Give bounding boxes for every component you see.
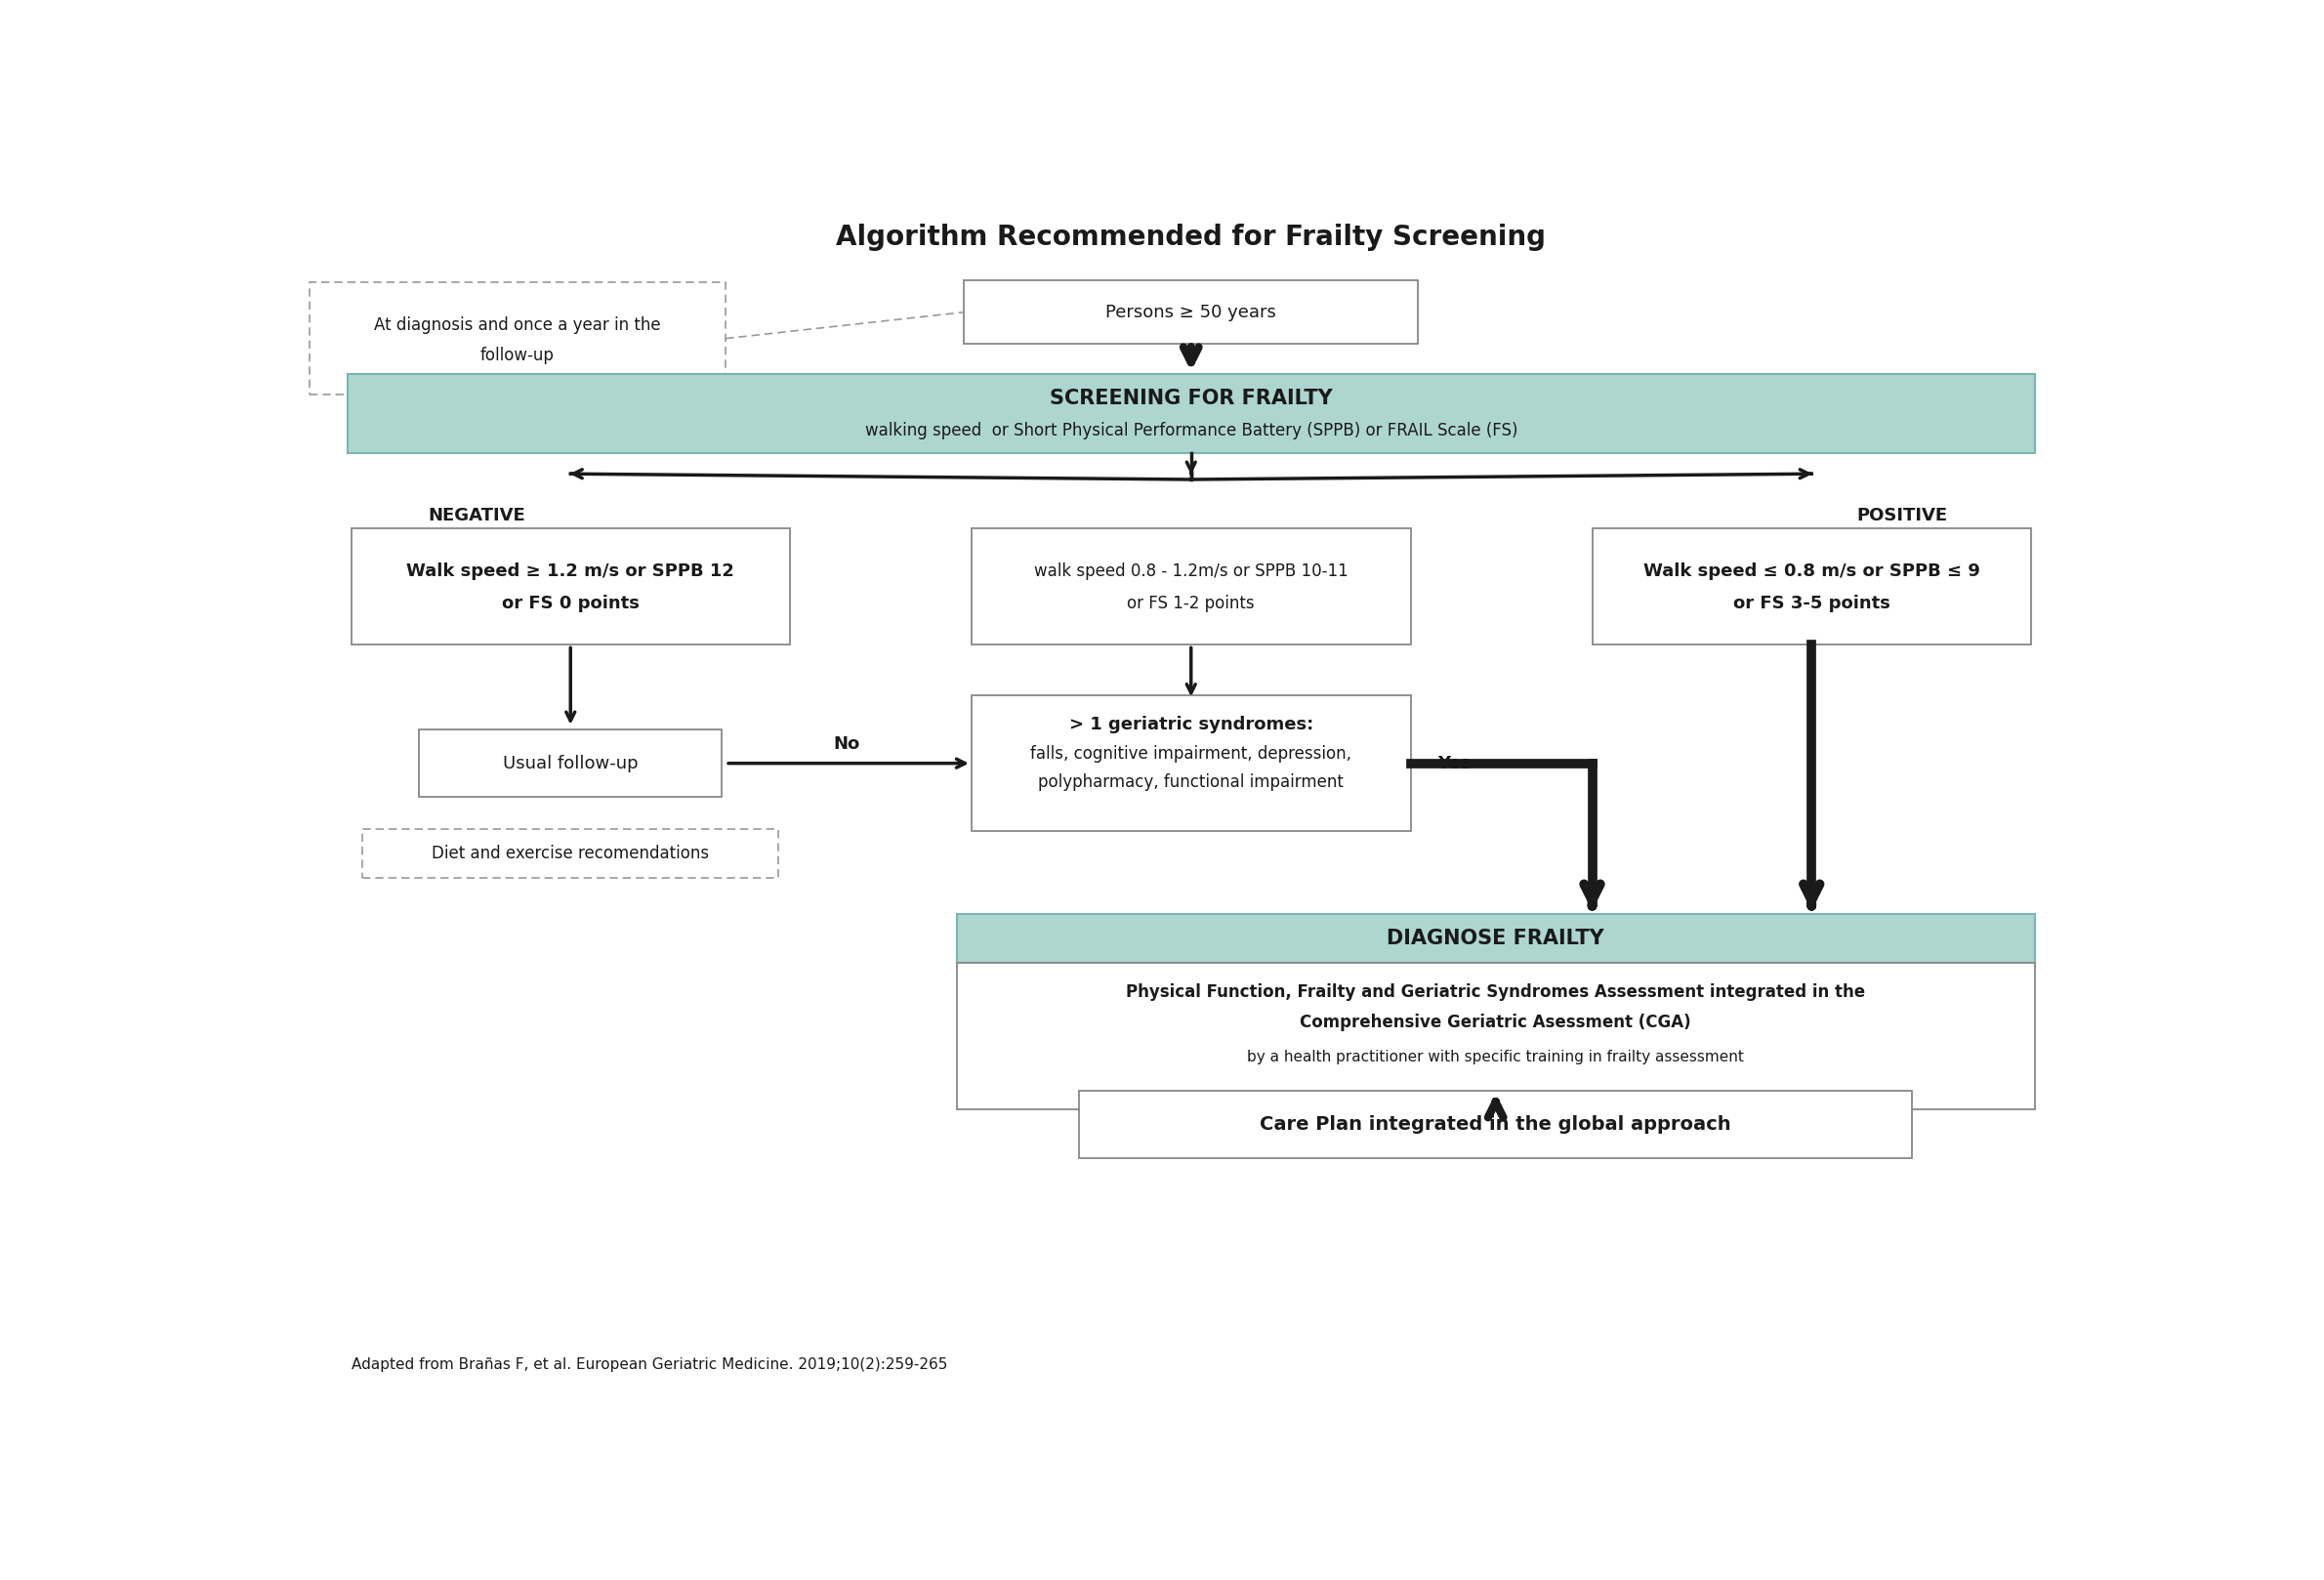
Bar <box>971 695 1411 831</box>
Text: walking speed  or Short Physical Performance Battery (SPPB) or FRAIL Scale (FS): walking speed or Short Physical Performa… <box>865 422 1518 439</box>
Bar <box>309 283 725 395</box>
Text: Persons ≥ 50 years: Persons ≥ 50 years <box>1106 303 1276 321</box>
Bar <box>1592 528 2031 645</box>
Text: POSITIVE: POSITIVE <box>1857 507 1948 525</box>
Bar <box>957 962 2036 1109</box>
Text: Algorithm Recommended for Frailty Screening: Algorithm Recommended for Frailty Screen… <box>837 223 1545 251</box>
Text: DIAGNOSE FRAILTY: DIAGNOSE FRAILTY <box>1387 929 1604 948</box>
Bar <box>418 730 723 798</box>
Bar <box>363 830 779 878</box>
Text: Usual follow-up: Usual follow-up <box>502 755 639 773</box>
Text: by a health practitioner with specific training in frailty assessment: by a health practitioner with specific t… <box>1248 1049 1743 1065</box>
Text: Adapted from Brañas F, et al. European Geriatric Medicine. 2019;10(2):259-265: Adapted from Brañas F, et al. European G… <box>351 1357 948 1371</box>
Bar <box>346 374 2036 453</box>
Text: follow-up: follow-up <box>481 346 555 363</box>
Text: walk speed 0.8 - 1.2m/s or SPPB 10-11: walk speed 0.8 - 1.2m/s or SPPB 10-11 <box>1034 562 1348 580</box>
Text: polypharmacy, functional impairment: polypharmacy, functional impairment <box>1039 773 1343 792</box>
Text: Care Plan integrated in the global approach: Care Plan integrated in the global appro… <box>1260 1115 1731 1133</box>
Text: Walk speed ≥ 1.2 m/s or SPPB 12: Walk speed ≥ 1.2 m/s or SPPB 12 <box>407 562 734 580</box>
Text: or FS 1-2 points: or FS 1-2 points <box>1127 594 1255 611</box>
Bar <box>964 280 1418 344</box>
Text: falls, cognitive impairment, depression,: falls, cognitive impairment, depression, <box>1030 746 1353 763</box>
Text: Yes: Yes <box>1436 755 1471 773</box>
Text: Physical Function, Frailty and Geriatric Syndromes Assessment integrated in the: Physical Function, Frailty and Geriatric… <box>1127 983 1866 1002</box>
Bar <box>957 913 2036 962</box>
Text: SCREENING FOR FRAILTY: SCREENING FOR FRAILTY <box>1050 389 1332 408</box>
Text: No: No <box>834 736 860 754</box>
Bar <box>1078 1090 1913 1158</box>
Bar <box>971 528 1411 645</box>
Text: Comprehensive Geriatric Asessment (CGA): Comprehensive Geriatric Asessment (CGA) <box>1299 1013 1692 1032</box>
Bar <box>351 528 790 645</box>
Text: NEGATIVE: NEGATIVE <box>428 507 525 525</box>
Text: > 1 geriatric syndromes:: > 1 geriatric syndromes: <box>1069 716 1313 733</box>
Text: Walk speed ≤ 0.8 m/s or SPPB ≤ 9: Walk speed ≤ 0.8 m/s or SPPB ≤ 9 <box>1643 562 1980 580</box>
Text: Diet and exercise recomendations: Diet and exercise recomendations <box>432 845 709 863</box>
Text: or FS 3-5 points: or FS 3-5 points <box>1734 594 1889 611</box>
Text: or FS 0 points: or FS 0 points <box>502 594 639 611</box>
Text: At diagnosis and once a year in the: At diagnosis and once a year in the <box>374 316 660 333</box>
